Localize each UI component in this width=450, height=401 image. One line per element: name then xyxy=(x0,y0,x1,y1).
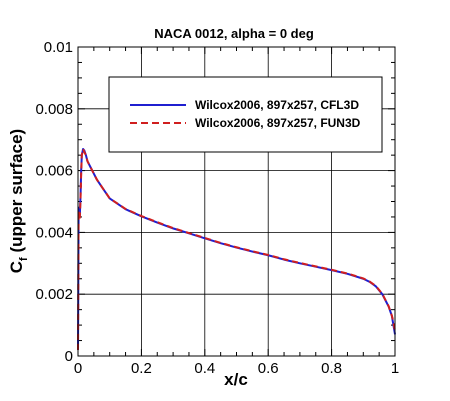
plot-frame xyxy=(77,46,396,357)
chart-title: NACA 0012, alpha = 0 deg xyxy=(154,26,314,41)
y-tick-label: 0.01 xyxy=(44,39,73,56)
legend-label-fun3d: Wilcox2006, 897x257, FUN3D xyxy=(195,116,361,130)
legend-box xyxy=(108,76,383,153)
series-line-fun3d xyxy=(77,147,396,350)
x-tick-label: 0.2 xyxy=(131,360,152,377)
legend: Wilcox2006, 897x257, CFL3D Wilcox2006, 8… xyxy=(108,76,383,153)
x-axis-label: x/c xyxy=(224,370,248,389)
y-tick-label: 0.004 xyxy=(35,224,73,241)
tick-labels: 0 0.2 0.4 0.6 0.8 1 0 0.002 0.004 0.006 0.008 0.01 xyxy=(35,39,399,377)
y-tick-label: 0.002 xyxy=(35,286,73,303)
x-tick-label: 1 xyxy=(391,360,399,377)
x-tick-label: 0 xyxy=(74,360,82,377)
legend-label-cfl3d: Wilcox2006, 897x257, CFL3D xyxy=(195,98,359,112)
y-axis-label-subscript: f xyxy=(18,257,30,261)
y-axis-label: Cf (upper surface) xyxy=(7,129,30,273)
x-tick-label: 0.6 xyxy=(258,360,279,377)
series-layer xyxy=(77,147,396,350)
y-axis-label-main: C xyxy=(7,261,26,273)
y-tick-label: 0.006 xyxy=(35,163,73,180)
x-tick-label: 0.4 xyxy=(194,360,215,377)
y-tick-label: 0 xyxy=(65,348,73,365)
y-tick-label: 0.008 xyxy=(35,101,73,118)
x-tick-label: 0.8 xyxy=(321,360,342,377)
y-axis-label-tail: (upper surface) xyxy=(7,129,26,257)
